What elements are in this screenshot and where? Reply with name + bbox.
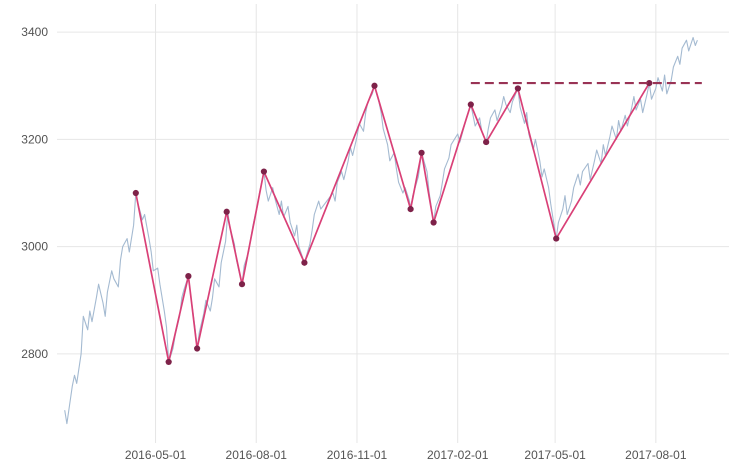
y-tick-label: 3200 bbox=[21, 132, 48, 146]
x-tick-label: 2016-08-01 bbox=[226, 448, 288, 462]
x-tick-label: 2017-08-01 bbox=[625, 448, 687, 462]
zigzag-line bbox=[134, 82, 651, 363]
y-tick-label: 3000 bbox=[21, 240, 48, 254]
pivot-marker bbox=[553, 235, 560, 242]
y-tick-label: 2800 bbox=[21, 347, 48, 361]
pivot-marker bbox=[371, 82, 378, 89]
pivot-marker bbox=[430, 219, 437, 226]
pivot-marker bbox=[165, 358, 172, 366]
x-tick-label: 2016-05-01 bbox=[125, 448, 187, 462]
pivot-marker bbox=[407, 205, 414, 213]
x-tick-label: 2017-02-01 bbox=[427, 448, 489, 462]
pivot-marker bbox=[260, 168, 268, 175]
pivot-marker bbox=[418, 149, 425, 156]
pivot-marker bbox=[223, 208, 230, 215]
pivot-marker bbox=[132, 189, 139, 197]
x-tick-label: 2017-05-01 bbox=[524, 448, 586, 462]
pivot-marker bbox=[467, 101, 474, 108]
pivot-marker bbox=[514, 85, 521, 92]
price-line bbox=[64, 36, 698, 425]
pivot-marker bbox=[194, 345, 201, 352]
pivot-marker bbox=[185, 273, 192, 280]
pivot-marker bbox=[646, 79, 653, 87]
y-tick-label: 3400 bbox=[21, 25, 48, 39]
pivot-marker bbox=[238, 281, 246, 288]
pivot-marker bbox=[301, 259, 308, 266]
pivot-marker bbox=[483, 138, 490, 146]
x-tick-label: 2016-11-01 bbox=[327, 448, 388, 462]
